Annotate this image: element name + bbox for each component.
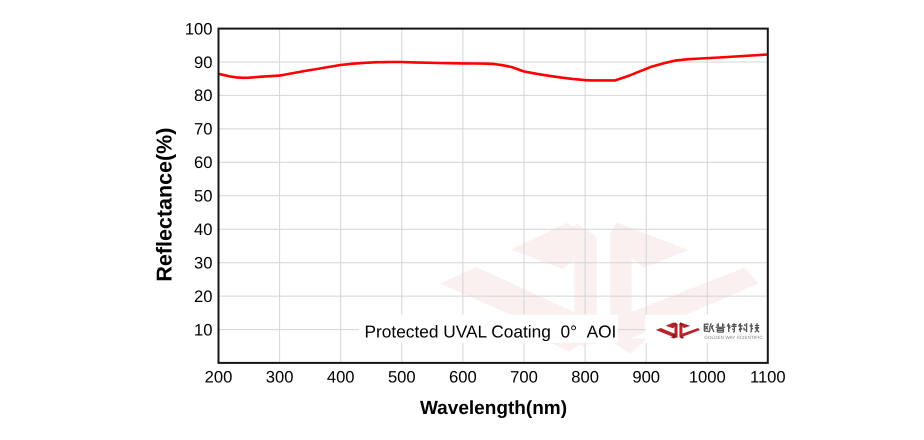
svg-text:70: 70: [194, 120, 212, 139]
svg-text:500: 500: [388, 368, 416, 387]
svg-text:50: 50: [194, 187, 212, 206]
svg-text:800: 800: [571, 368, 599, 387]
svg-text:10: 10: [194, 320, 212, 339]
svg-text:Protected UVAL Coating 0° AO: Protected UVAL Coating 0° AOI: [365, 322, 617, 342]
svg-text:30: 30: [194, 254, 212, 273]
svg-text:GOLDEN WAY SCIENTIFIC: GOLDEN WAY SCIENTIFIC: [704, 335, 763, 340]
svg-text:60: 60: [194, 153, 212, 172]
svg-text:900: 900: [632, 368, 660, 387]
svg-text:300: 300: [266, 368, 294, 387]
svg-text:40: 40: [194, 220, 212, 239]
svg-text:700: 700: [510, 368, 538, 387]
svg-text:90: 90: [194, 53, 212, 72]
svg-text:20: 20: [194, 287, 212, 306]
svg-text:100: 100: [185, 19, 213, 38]
svg-text:1000: 1000: [689, 368, 726, 387]
svg-text:Wavelength(nm): Wavelength(nm): [420, 398, 567, 419]
svg-text:1100: 1100: [750, 368, 786, 387]
svg-text:200: 200: [205, 368, 233, 387]
svg-text:80: 80: [194, 86, 212, 105]
svg-text:600: 600: [449, 368, 477, 387]
svg-text:Reflectance(%): Reflectance(%): [153, 128, 177, 282]
svg-text:400: 400: [327, 368, 355, 387]
